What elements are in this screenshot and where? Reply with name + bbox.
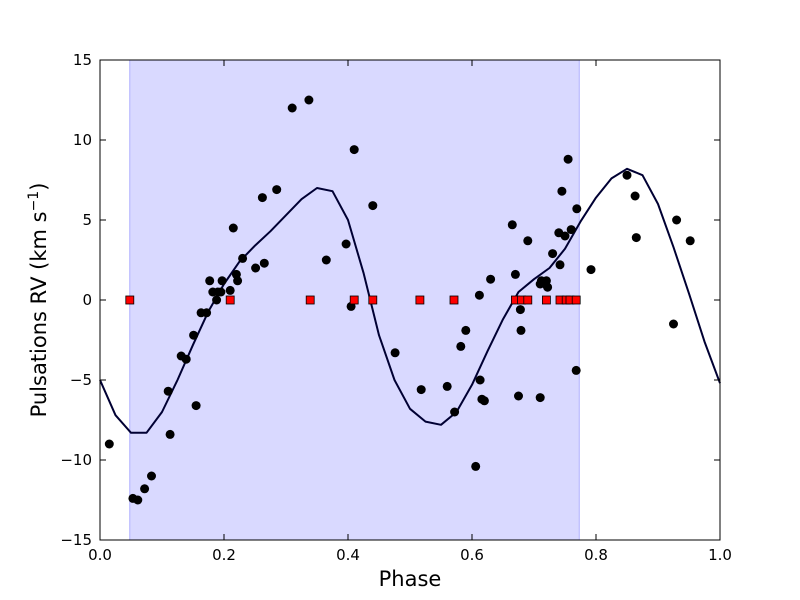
data-point [217, 276, 227, 286]
model-curve [99, 167, 721, 434]
data-point [147, 471, 156, 481]
data-point [341, 239, 351, 249]
x-tick-label: 0.6 [460, 546, 484, 564]
data-point [535, 393, 545, 403]
data-point [133, 495, 143, 505]
observation-marker [449, 295, 459, 305]
x-tick-label: 0.8 [584, 546, 608, 564]
observation-marker [571, 295, 581, 305]
data-point [507, 220, 517, 230]
x-tick-label: 0.2 [212, 546, 236, 564]
data-point [486, 274, 496, 284]
data-point [563, 154, 573, 164]
observation-marker [368, 295, 378, 305]
data-point [543, 282, 553, 292]
data-point [631, 233, 641, 243]
data-point [287, 103, 297, 113]
data-point [523, 236, 533, 246]
y-axis-label-main: Pulsations RV (km s [27, 211, 51, 417]
x-tick-label: 1.0 [708, 546, 732, 564]
data-point [216, 287, 226, 297]
x-tick-label: 0.0 [88, 546, 112, 564]
data-point [251, 263, 261, 273]
data-point [566, 225, 576, 235]
data-point [205, 276, 215, 286]
data-point [104, 439, 114, 449]
y-tick-label: −10 [60, 451, 92, 469]
data-point [259, 258, 269, 268]
x-axis-label: Phase [379, 567, 442, 591]
data-point [416, 385, 426, 395]
data-point [514, 391, 523, 401]
data-point [368, 201, 378, 211]
data-point [191, 401, 201, 411]
data-point [257, 193, 267, 203]
data-point [548, 249, 558, 259]
data-point [304, 95, 314, 105]
data-point [349, 145, 359, 155]
y-tick-label: −5 [70, 371, 92, 389]
observation-marker [542, 295, 551, 305]
data-point [471, 461, 481, 471]
observation-marker [349, 295, 359, 305]
data-point [456, 341, 466, 351]
data-point [321, 255, 331, 265]
data-point [685, 236, 695, 246]
y-axis-label: Pulsations RV (km s−1) [26, 183, 51, 418]
data-point [165, 429, 175, 439]
data-point [516, 325, 526, 335]
x-tick-label: 0.4 [336, 546, 360, 564]
data-point [557, 186, 567, 196]
data-point [572, 204, 582, 214]
data-point [228, 223, 238, 233]
y-tick-label: 5 [82, 211, 92, 229]
data-point [555, 260, 565, 270]
model-curve-layer [99, 167, 721, 434]
data-point [450, 407, 460, 417]
y-tick-label: 0 [82, 291, 92, 309]
observation-marker [125, 295, 135, 305]
observation-marker [415, 295, 425, 305]
y-tick-label: 15 [73, 51, 92, 69]
data-point [181, 354, 191, 364]
data-point [669, 319, 678, 329]
data-point [140, 484, 150, 494]
ticks-layer: 0.0 0.2 0.4 0.6 0.8 1.0 −15 −10 −5 0 5 10 15 [60, 51, 732, 564]
data-point [189, 330, 199, 340]
data-point [510, 269, 520, 279]
y-tick-label: −15 [60, 531, 92, 549]
data-point [238, 253, 248, 263]
data-point [163, 386, 173, 396]
observation-marker [305, 295, 315, 305]
data-point [202, 308, 212, 318]
y-axis-label-close: ) [27, 183, 51, 191]
data-point [630, 191, 640, 201]
data-point [461, 325, 471, 335]
data-point [571, 365, 581, 375]
y-tick-label: 10 [73, 131, 92, 149]
data-point [479, 396, 489, 406]
data-point [474, 290, 484, 300]
data-point [475, 375, 485, 385]
data-point [622, 170, 632, 180]
data-point [560, 231, 570, 241]
data-point [272, 185, 282, 195]
data-point [515, 305, 525, 315]
data-point [233, 276, 243, 286]
y-axis-label-exponent: −1 [26, 191, 42, 212]
data-point [225, 285, 235, 295]
data-point [442, 381, 452, 391]
observation-marker [523, 295, 533, 305]
data-point [586, 265, 596, 275]
observation-marker [225, 295, 235, 305]
data-point [212, 295, 222, 305]
data-point [672, 215, 682, 225]
points-layer [104, 95, 695, 505]
data-point [390, 348, 400, 358]
